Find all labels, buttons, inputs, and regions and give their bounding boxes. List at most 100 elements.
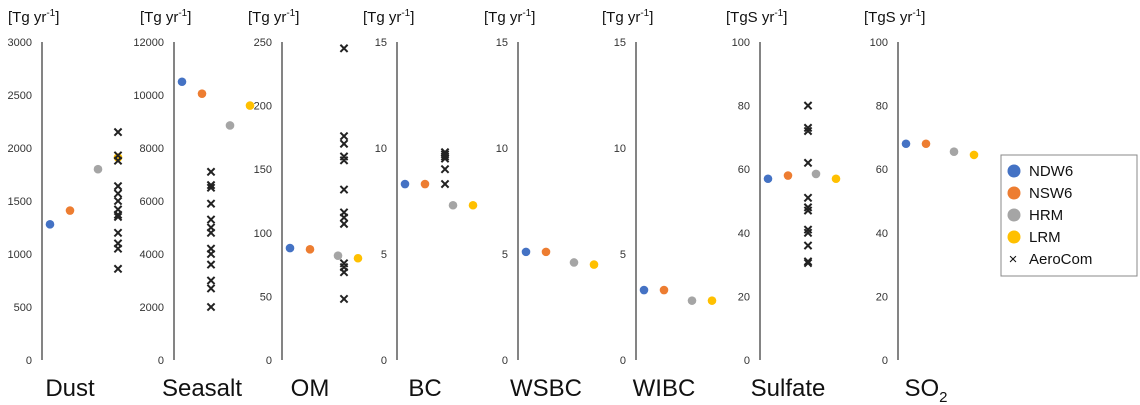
legend-swatch-ndw6 [1007, 164, 1021, 178]
y-tick-label: 100 [732, 37, 750, 49]
panel-title-main: Dust [45, 375, 95, 402]
y-tick-label: 5 [502, 249, 508, 261]
marker-aerocom [206, 167, 216, 177]
panel-title: BC [408, 375, 441, 402]
panel-title-main: BC [408, 375, 441, 402]
panel-title-main: Seasalt [162, 375, 242, 402]
y-tick-label: 2000 [8, 143, 32, 155]
unit-label-main: [Tg yr [602, 9, 640, 26]
y-tick-label: 2000 [140, 302, 164, 314]
panel-dust: 0 500 1000 1500 2000 2500 3000 [Tg yr-1] Dust [8, 8, 123, 402]
unit-label: [Tg yr-1] [363, 8, 414, 26]
unit-label-sup: -1 [178, 8, 187, 19]
marker-ndw6 [45, 220, 55, 229]
legend-label-nsw6: NSW6 [1029, 185, 1072, 202]
marker-aerocom [440, 152, 450, 161]
y-tick-label: 8000 [140, 143, 164, 155]
marker-aerocom [803, 193, 813, 203]
marker-aerocom [113, 210, 123, 220]
y-tick-label: 500 [14, 302, 32, 314]
legend-label-ndw6: NDW6 [1029, 163, 1073, 180]
unit-label: [Tg yr-1] [602, 8, 653, 26]
marker-aerocom [206, 249, 216, 259]
marker-aerocom [339, 294, 349, 304]
unit-label-sup: -1 [522, 8, 531, 19]
panel-title: Seasalt [162, 375, 242, 402]
y-tick-label: 12000 [133, 37, 164, 49]
marker-aerocom [206, 302, 216, 312]
panel-sulfate: 0 20 40 60 80 100 [TgS yr-1] Sulfate [726, 8, 841, 402]
marker-aerocom [440, 164, 450, 174]
marker-nsw6 [783, 171, 793, 180]
unit-label-main: [Tg yr [484, 9, 522, 26]
y-tick-label: 40 [738, 228, 750, 240]
unit-label: [Tg yr-1] [484, 8, 535, 26]
panel-title: WSBC [510, 375, 582, 402]
panel-title: Sulfate [751, 375, 826, 402]
marker-ndw6 [177, 77, 187, 87]
marker-ndw6 [639, 285, 649, 295]
marker-aerocom [206, 276, 216, 285]
marker-aerocom [113, 196, 123, 206]
marker-nsw6 [197, 89, 207, 98]
marker-aerocom [803, 123, 813, 133]
marker-aerocom [113, 127, 123, 137]
marker-aerocom [339, 219, 349, 229]
marker-aerocom [803, 257, 813, 266]
y-tick-label: 1500 [8, 196, 32, 208]
marker-nsw6 [921, 139, 931, 149]
marker-ndw6 [521, 247, 531, 257]
marker-ndw6 [763, 174, 773, 184]
panel-wibc: 0 5 10 15 [Tg yr-1] WIBC [602, 8, 717, 402]
marker-nsw6 [659, 285, 669, 295]
marker-aerocom [803, 228, 813, 238]
y-tick-label: 15 [496, 37, 508, 49]
panel-title: Dust [45, 375, 95, 402]
panel-wsbc: 0 5 10 15 [Tg yr-1] WSBC [484, 8, 599, 402]
y-tick-label: 2500 [8, 90, 32, 102]
marker-nsw6 [541, 247, 551, 257]
marker-hrm [569, 258, 579, 267]
legend-label-hrm: HRM [1029, 207, 1063, 224]
marker-aerocom [803, 101, 813, 110]
y-tick-label: 1000 [8, 249, 32, 261]
y-tick-label: 40 [876, 228, 888, 240]
y-tick-label: 0 [381, 355, 387, 367]
unit-label-main: [Tg yr [363, 9, 401, 26]
y-tick-label: 10 [496, 143, 508, 155]
unit-label-main: [TgS yr [726, 9, 774, 26]
y-tick-label: 0 [882, 355, 888, 367]
y-tick-label: 0 [744, 355, 750, 367]
marker-hrm [333, 251, 343, 260]
y-tick-label: 20 [876, 291, 888, 303]
y-tick-label: 50 [260, 291, 272, 303]
panel-title-main: OM [291, 375, 330, 402]
marker-aerocom [339, 131, 349, 141]
marker-aerocom [206, 284, 216, 293]
unit-label-sup: -1 [46, 8, 55, 19]
y-tick-label: 4000 [140, 249, 164, 261]
marker-aerocom [803, 225, 813, 234]
y-tick-label: 10 [614, 143, 626, 155]
legend-label-aerocom: AeroCom [1029, 251, 1092, 268]
panel-title-main: Sulfate [751, 375, 826, 402]
unit-label-main: [Tg yr [8, 9, 46, 26]
marker-aerocom [206, 183, 216, 193]
unit-label-sup: -1 [912, 8, 921, 19]
marker-aerocom [803, 203, 813, 212]
y-tick-label: 6000 [140, 196, 164, 208]
marker-lrm [353, 253, 363, 263]
marker-aerocom [206, 228, 216, 238]
unit-label-end: ] [783, 9, 787, 26]
marker-aerocom [113, 156, 123, 166]
marker-aerocom [206, 199, 216, 208]
y-tick-label: 200 [254, 101, 272, 113]
legend: NDW6 NSW6 HRM LRM × AeroCom [1000, 154, 1138, 277]
y-tick-label: 80 [876, 101, 888, 113]
unit-label: [TgS yr-1] [726, 8, 787, 26]
panel-title: OM [291, 375, 330, 402]
marker-aerocom [803, 206, 813, 215]
marker-aerocom [339, 155, 349, 165]
unit-label: [Tg yr-1] [248, 8, 299, 26]
